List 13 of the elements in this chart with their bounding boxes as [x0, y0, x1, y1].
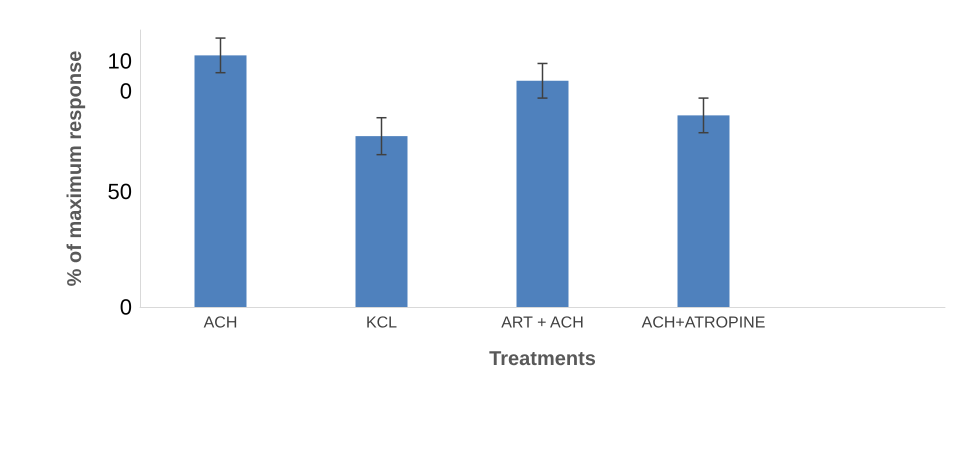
x-axis-title: Treatments	[489, 348, 596, 370]
x-tick-label: ACH+ATROPINE	[642, 314, 766, 332]
x-tick-label: ACH	[204, 314, 238, 332]
y-tick-label: 50	[108, 179, 132, 204]
bar	[516, 80, 568, 307]
y-tick-label: 0	[120, 294, 132, 320]
bar	[678, 115, 730, 307]
bar	[356, 136, 408, 307]
y-axis-title: % of maximum response	[64, 50, 86, 286]
y-tick-label: 10 0	[108, 48, 132, 104]
bar	[194, 55, 246, 307]
x-tick-label: KCL	[366, 314, 398, 332]
x-tick-label: ART + ACH	[501, 314, 584, 332]
